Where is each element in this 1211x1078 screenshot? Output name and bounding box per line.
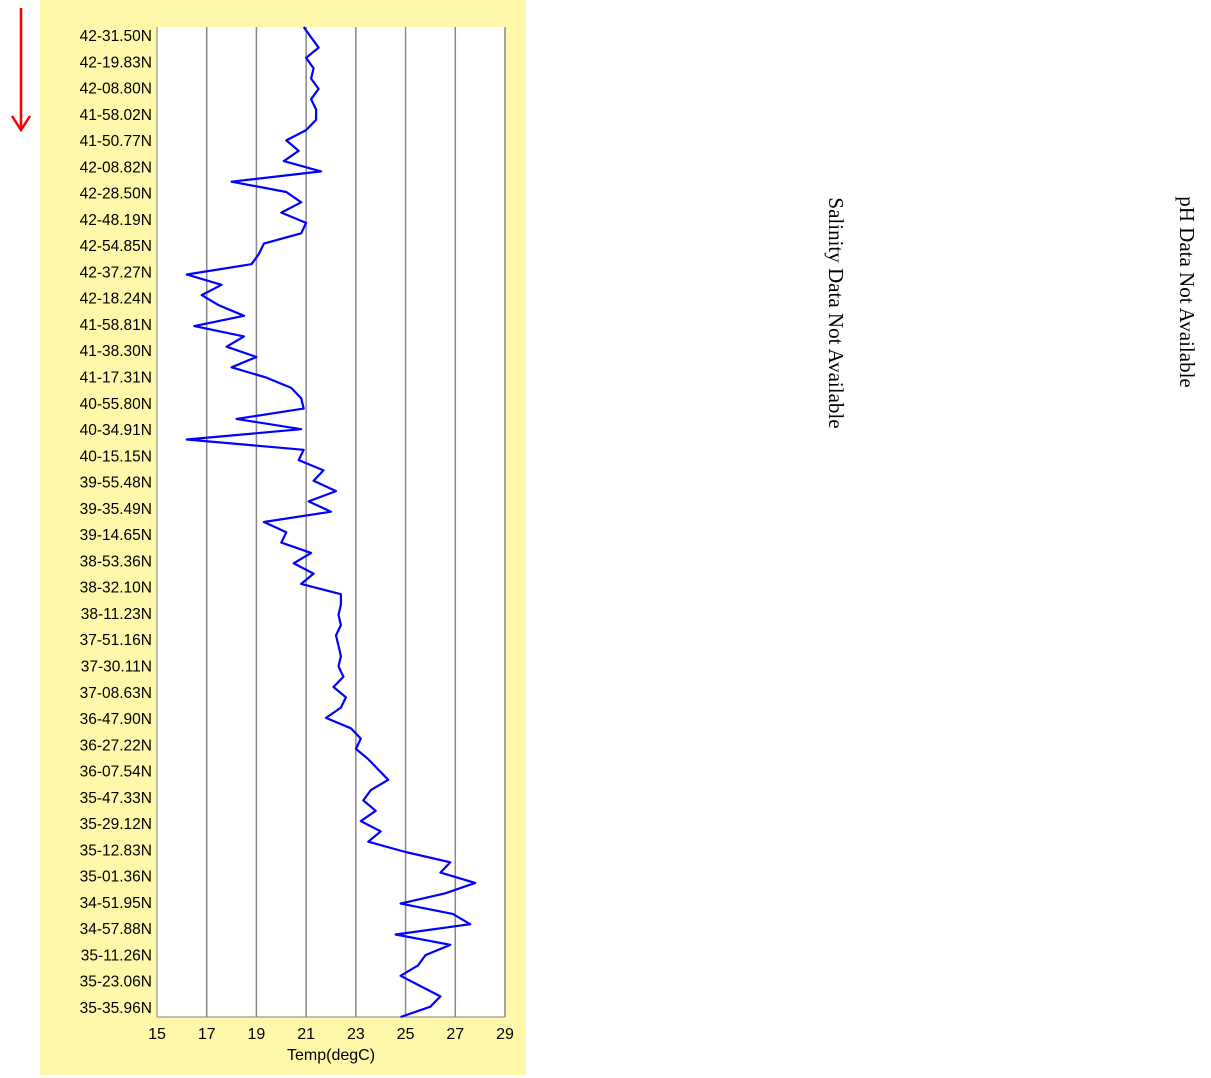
y-tick-label: 42-28.50N <box>80 186 152 203</box>
y-tick-label: 41-38.30N <box>80 343 152 360</box>
y-tick-label: 35-47.33N <box>80 790 152 807</box>
y-tick-label: 40-15.15N <box>80 448 152 465</box>
x-tick-label: 17 <box>198 1026 216 1043</box>
y-tick-label: 38-53.36N <box>80 553 152 570</box>
salinity-unavailable-note: Salinity Data Not Available <box>824 197 848 429</box>
y-tick-labels: 42-31.50N 42-19.83N 42-08.80N 41-58.02N 41-5… <box>80 28 152 1017</box>
y-tick-label: 37-30.11N <box>81 658 152 675</box>
x-axis-label: Temp(degC) <box>287 1047 375 1064</box>
red-down-arrow-icon <box>10 8 32 133</box>
y-tick-label: 42-18.24N <box>80 291 152 308</box>
y-tick-label: 36-07.54N <box>80 764 152 781</box>
temperature-chart-panel: 15 17 19 21 23 25 27 29 42-31.50N 42-19.83N 42-08… <box>40 0 526 1075</box>
y-tick-label: 40-55.80N <box>80 396 152 413</box>
y-tick-label: 37-08.63N <box>80 685 152 702</box>
y-tick-label: 42-37.27N <box>80 264 152 281</box>
x-tick-label: 23 <box>347 1026 365 1043</box>
y-tick-label: 39-35.49N <box>80 501 152 518</box>
y-tick-label: 37-51.16N <box>80 632 152 649</box>
x-tick-label: 29 <box>496 1026 514 1043</box>
x-tick-label: 15 <box>148 1026 166 1043</box>
y-tick-label: 35-35.96N <box>80 1000 152 1017</box>
plot-area <box>157 27 505 1017</box>
y-tick-label: 35-01.36N <box>80 869 152 886</box>
y-tick-label: 36-27.22N <box>80 737 152 754</box>
y-tick-label: 42-31.50N <box>80 28 152 45</box>
y-tick-label: 39-14.65N <box>80 527 152 544</box>
y-tick-label: 41-58.02N <box>80 107 152 124</box>
temperature-chart: 15 17 19 21 23 25 27 29 42-31.50N 42-19.83N 42-08… <box>40 0 526 1075</box>
x-tick-labels: 15 17 19 21 23 25 27 29 <box>148 1026 514 1043</box>
y-tick-label: 42-54.85N <box>80 238 152 255</box>
y-tick-label: 34-51.95N <box>80 895 152 912</box>
y-tick-label: 36-47.90N <box>80 711 152 728</box>
y-tick-label: 41-58.81N <box>80 317 152 334</box>
y-tick-label: 35-29.12N <box>80 816 152 833</box>
y-tick-label: 42-19.83N <box>80 54 152 71</box>
y-tick-label: 39-55.48N <box>80 475 152 492</box>
y-tick-label: 35-11.26N <box>81 947 152 964</box>
gridlines <box>205 27 506 1017</box>
y-tick-label: 35-23.06N <box>80 974 152 991</box>
x-tick-label: 25 <box>397 1026 415 1043</box>
ph-unavailable-note: pH Data Not Available <box>1175 196 1199 388</box>
y-tick-label: 35-12.83N <box>80 842 152 859</box>
x-tick-label: 27 <box>446 1026 464 1043</box>
y-tick-label: 42-48.19N <box>80 212 152 229</box>
y-tick-label: 41-17.31N <box>80 370 152 387</box>
y-tick-label: 34-57.88N <box>80 921 152 938</box>
x-tick-label: 21 <box>297 1026 315 1043</box>
y-tick-label: 40-34.91N <box>80 422 152 439</box>
y-tick-label: 42-08.82N <box>80 159 152 176</box>
y-tick-label: 42-08.80N <box>80 81 152 98</box>
temperature-series-line <box>185 26 477 1019</box>
y-tick-label: 41-50.77N <box>80 133 152 150</box>
x-tick-label: 19 <box>248 1026 266 1043</box>
y-tick-label: 38-32.10N <box>80 580 152 597</box>
y-tick-label: 38-11.23N <box>81 606 152 623</box>
